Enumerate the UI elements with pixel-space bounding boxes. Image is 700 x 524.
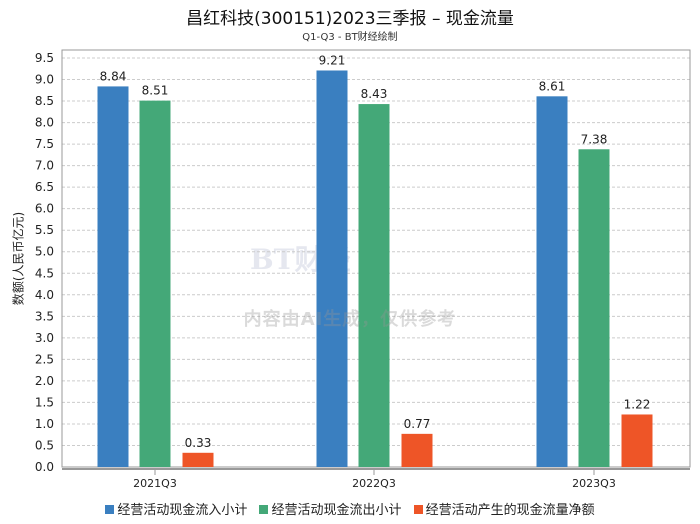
y-tick-label: 5.0 <box>35 245 54 259</box>
bar <box>578 149 610 467</box>
y-tick-label: 1.5 <box>35 395 54 409</box>
y-tick-label: 9.0 <box>35 73 54 87</box>
legend-item[interactable]: 经营活动现金流出小计 <box>259 499 402 518</box>
y-tick-label: 0.5 <box>35 438 54 452</box>
data-label: 1.22 <box>624 397 651 411</box>
chart-subtitle: Q1-Q3 - BT财经绘制 <box>302 32 398 43</box>
bar <box>139 100 171 468</box>
data-label: 0.33 <box>185 436 212 450</box>
x-tick-label: 2022Q3 <box>352 477 396 490</box>
data-label: 8.43 <box>361 87 388 101</box>
legend-item[interactable]: 经营活动产生的现金流量净额 <box>413 499 595 518</box>
y-tick-label: 8.5 <box>35 94 54 108</box>
legend-swatch <box>105 505 115 514</box>
y-tick-label: 8.0 <box>35 116 54 130</box>
y-tick-label: 4.5 <box>35 266 54 280</box>
bar <box>182 452 214 467</box>
y-tick-label: 7.5 <box>35 137 54 151</box>
bar <box>536 96 568 468</box>
legend-swatch <box>413 505 423 514</box>
data-label: 8.61 <box>539 79 566 93</box>
y-tick-label: 6.0 <box>35 202 54 216</box>
y-tick-label: 0.0 <box>35 460 54 474</box>
x-tick-label: 2021Q3 <box>133 477 177 490</box>
data-label: 0.77 <box>404 417 431 431</box>
bar <box>358 104 390 467</box>
y-tick-label: 9.5 <box>35 51 54 65</box>
y-tick-label: 4.0 <box>35 288 54 302</box>
x-tick-label: 2023Q3 <box>572 477 616 490</box>
data-label: 8.84 <box>100 69 127 83</box>
legend: 经营活动现金流入小计 经营活动现金流出小计 经营活动产生的现金流量净额 <box>0 499 700 518</box>
bar <box>316 70 348 467</box>
y-tick-label: 3.0 <box>35 331 54 345</box>
y-tick-label: 1.0 <box>35 417 54 431</box>
chart-title: 昌红科技(300151)2023三季报 – 现金流量 <box>186 9 514 29</box>
y-tick-label: 7.0 <box>35 159 54 173</box>
legend-label: 经营活动产生的现金流量净额 <box>425 503 595 518</box>
y-tick-label: 2.0 <box>35 374 54 388</box>
legend-item[interactable]: 经营活动现金流入小计 <box>105 499 247 518</box>
y-tick-label: 2.5 <box>35 352 54 366</box>
y-tick-label: 3.5 <box>35 309 54 323</box>
data-label: 9.21 <box>319 53 346 67</box>
data-label: 8.51 <box>142 84 169 98</box>
y-tick-label: 6.5 <box>35 180 54 194</box>
legend-label: 经营活动现金流入小计 <box>117 503 248 518</box>
bar <box>97 86 129 467</box>
legend-swatch <box>259 505 269 514</box>
data-label: 7.38 <box>581 132 608 146</box>
bar <box>621 414 653 467</box>
legend-label: 经营活动现金流出小计 <box>271 503 402 518</box>
watermark-notice: 内容由AI生成，仅供参考 <box>243 309 457 330</box>
bar <box>401 433 433 467</box>
y-tick-label: 5.5 <box>35 223 54 237</box>
